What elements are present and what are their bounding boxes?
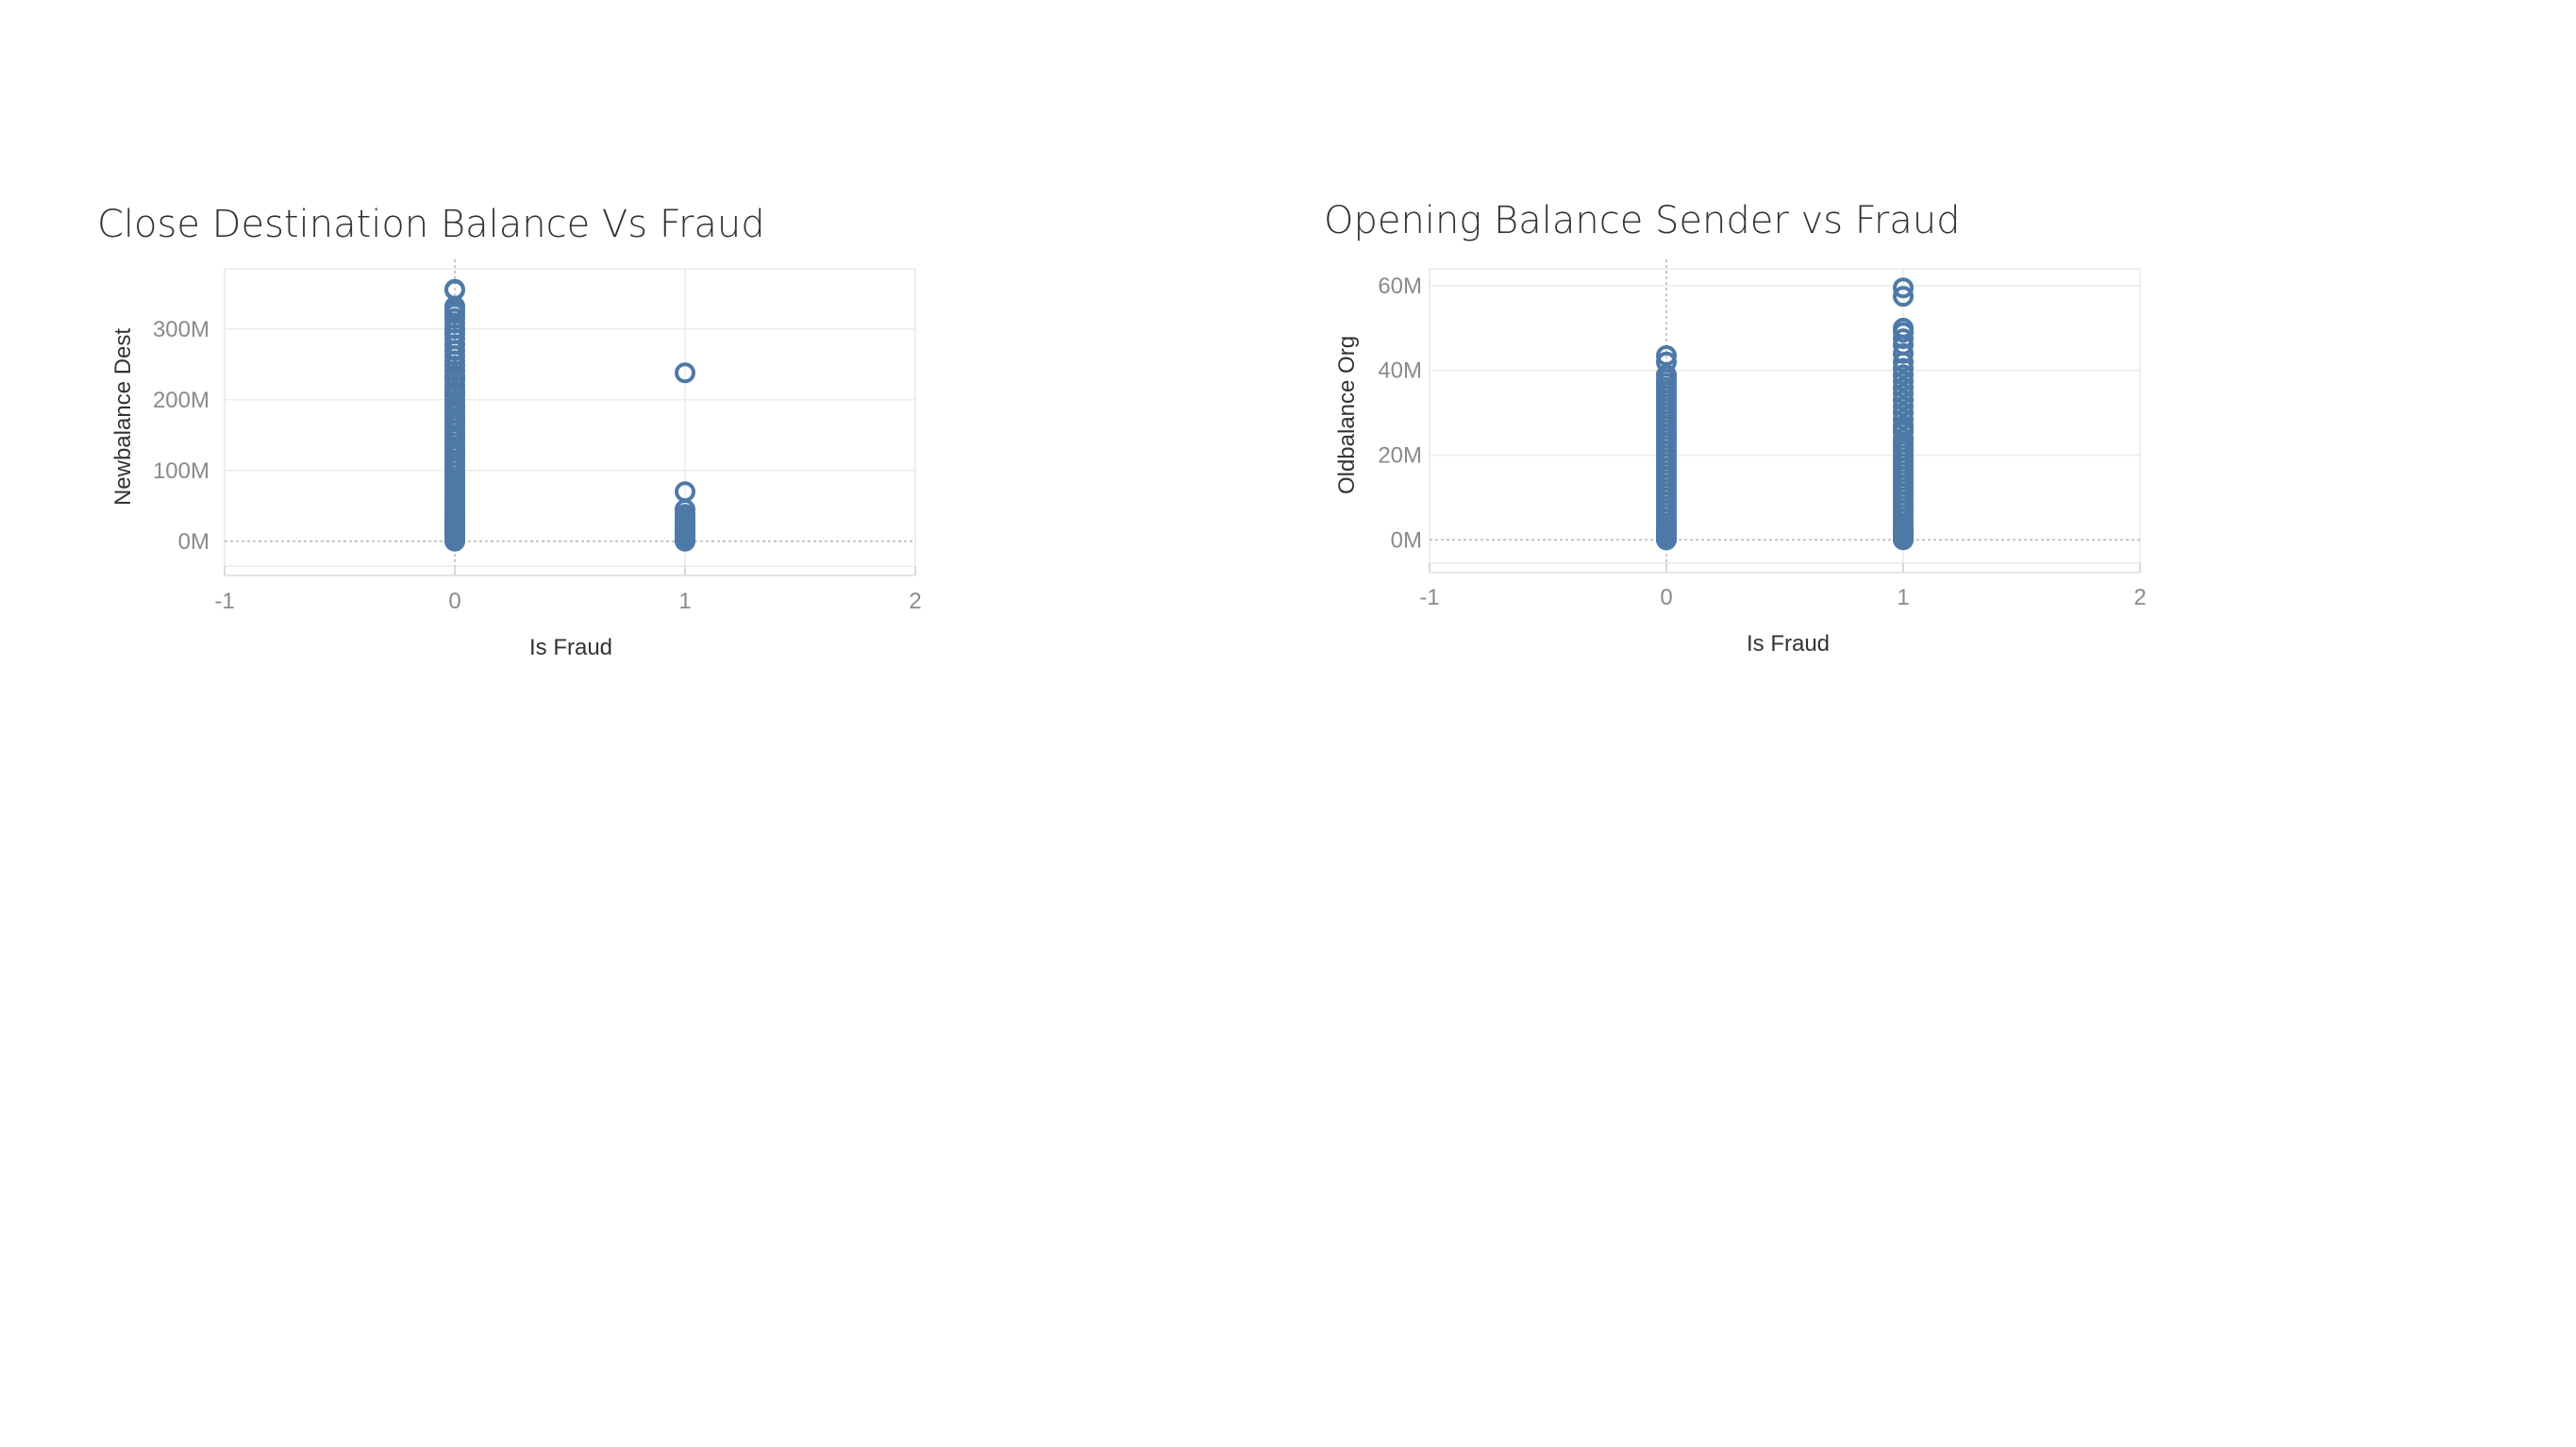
data-point: [675, 530, 695, 552]
data-points: [444, 278, 695, 552]
y-tick-label: 60M: [1378, 274, 1422, 299]
y-tick-label: 0M: [1391, 527, 1422, 553]
data-point: [444, 488, 465, 509]
data-points: [1656, 277, 1914, 551]
data-point: [1893, 390, 1914, 411]
x-axis-title: Is Fraud: [529, 635, 612, 660]
x-tick-label: 2: [2133, 585, 2146, 610]
grid: [1429, 259, 2141, 574]
data-point: [1893, 322, 1914, 343]
chart-title: Opening Balance Sender vs Fraud: [1324, 199, 1961, 242]
x-tick-label: -1: [214, 589, 234, 614]
data-point: [444, 410, 465, 432]
x-tick-label: 0: [1660, 585, 1672, 610]
data-point: [1656, 345, 1677, 367]
y-tick-label: 40M: [1378, 358, 1422, 384]
x-tick-label: 0: [448, 589, 460, 614]
y-tick-label: 200M: [153, 388, 209, 413]
y-tick-label: 300M: [153, 317, 209, 342]
data-point: [1893, 395, 1914, 417]
data-point: [1893, 358, 1914, 379]
data-point: [1893, 376, 1914, 398]
data-point: [1893, 328, 1914, 350]
data-point: [444, 453, 465, 474]
data-point: [444, 502, 465, 524]
data-point: [444, 396, 465, 418]
chart-panel-sender-balance: Opening Balance Sender vs Fraud Oldbalan…: [1288, 0, 2576, 717]
data-point: [1893, 529, 1914, 551]
data-point: [1893, 370, 1914, 391]
x-tick-label: 1: [1897, 585, 1909, 610]
data-point: [444, 424, 465, 446]
data-point: [444, 516, 465, 538]
y-tick-label: 0M: [178, 529, 209, 555]
data-point: [1656, 529, 1677, 551]
data-point: [1893, 402, 1914, 424]
x-tick-label: 2: [909, 589, 921, 614]
grid: [224, 259, 916, 576]
x-tick-label: -1: [1419, 585, 1439, 610]
data-point: [1893, 417, 1914, 439]
y-tick-label: 100M: [153, 458, 209, 484]
data-point: [1893, 351, 1914, 373]
data-point: [444, 439, 465, 460]
data-point: [675, 362, 695, 384]
data-point: [444, 368, 465, 390]
data-point: [1893, 277, 1914, 299]
chart-panel-dest-balance: Close Destination Balance Vs Fraud Newba…: [0, 0, 1288, 717]
data-point: [1893, 408, 1914, 430]
data-point: [444, 467, 465, 489]
x-tick-label: 1: [678, 589, 691, 614]
scatter-plot-dest-balance: Newbalance Dest Is Fraud -1 0 1 2 0M 100M 200M…: [110, 259, 922, 660]
y-axis-title: Newbalance Dest: [110, 328, 136, 506]
data-point: [444, 527, 465, 548]
y-axis-title: Oldbalance Org: [1334, 336, 1360, 494]
x-axis-title: Is Fraud: [1747, 631, 1830, 657]
data-point: [1893, 286, 1914, 308]
y-tick-label: 20M: [1378, 443, 1422, 469]
data-point: [1893, 383, 1914, 405]
data-point: [1893, 364, 1914, 386]
data-point: [1893, 342, 1914, 364]
data-point: [444, 382, 465, 404]
chart-title: Close Destination Balance Vs Fraud: [97, 203, 765, 246]
